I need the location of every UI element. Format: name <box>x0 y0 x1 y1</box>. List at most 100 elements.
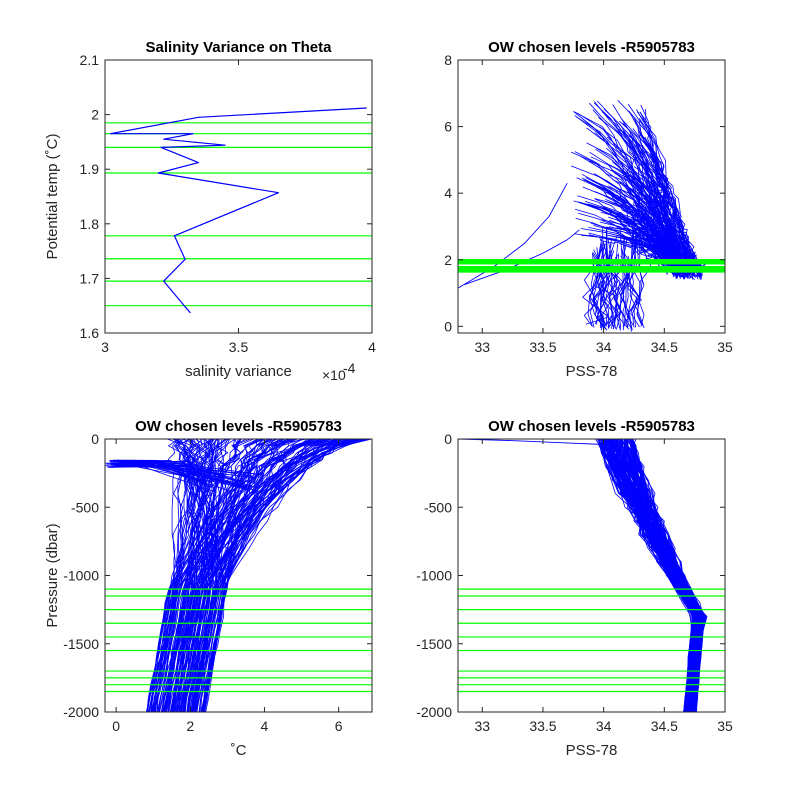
x-axis-label: PSS-78 <box>566 363 618 380</box>
panel-title: Salinity Variance on Theta <box>146 39 333 56</box>
y-tick-label: -1000 <box>63 568 99 584</box>
y-tick-label: 6 <box>444 119 452 135</box>
x-tick-label: 3.5 <box>229 339 249 355</box>
temp-profile <box>163 439 312 712</box>
x-tick-label: 34.5 <box>651 718 678 734</box>
temp-profile <box>179 439 214 712</box>
temp-profile <box>157 439 191 712</box>
data-layer <box>458 439 725 712</box>
y-tick-label: -1500 <box>416 636 452 652</box>
temp-profile <box>186 439 312 712</box>
x-exponent-power: -4 <box>343 360 356 376</box>
x-tick-label: 2 <box>186 718 194 734</box>
panel-title: OW chosen levels -R5905783 <box>135 418 342 435</box>
temp-profile <box>203 439 364 712</box>
data-layer <box>105 107 372 314</box>
x-tick-label: 34 <box>596 339 612 355</box>
x-axis-label: PSS-78 <box>566 742 618 759</box>
salinity-profile <box>612 439 705 712</box>
surface-profile <box>119 462 257 479</box>
x-tick-label: 33.5 <box>529 718 556 734</box>
ts-profile-low <box>593 244 611 329</box>
axes-frame <box>457 59 726 334</box>
x-tick-label: 6 <box>335 718 343 734</box>
surface-profile <box>112 460 232 480</box>
x-tick-label: 33 <box>474 718 490 734</box>
temp-profile <box>147 439 262 712</box>
x-tick-label: 4 <box>368 339 376 355</box>
temp-profile <box>170 439 308 712</box>
x-tick-label: 34.5 <box>651 339 678 355</box>
y-tick-label: 0 <box>91 431 99 447</box>
ts-profile <box>622 170 702 273</box>
y-axis-label: Potential temp (˚C) <box>44 134 61 260</box>
y-tick-label: 2 <box>444 252 452 268</box>
temp-profile <box>203 439 323 712</box>
y-tick-label: 1.8 <box>80 216 100 232</box>
y-tick-label: -2000 <box>416 704 452 720</box>
temp-profile <box>150 439 290 712</box>
surface-profile <box>113 459 207 476</box>
y-tick-label: -500 <box>71 499 99 515</box>
panel-4: 33 33.5 34 34.5 35 -2000 -1500 -1000 -500 0 OW cho… <box>416 418 733 759</box>
temp-profile <box>168 439 268 712</box>
y-tick-label: -500 <box>424 499 452 515</box>
x-tick-label: 33.5 <box>529 339 556 355</box>
salinity-profile <box>624 439 702 712</box>
salinity-profile <box>620 439 698 712</box>
panel-3: 0 2 4 6 -2000 -1500 -1000 -500 0 OW chosen levels… <box>44 418 373 759</box>
surface-profile <box>117 459 217 493</box>
salinity-profile <box>613 439 704 712</box>
ts-profile-low <box>627 229 635 328</box>
ts-profile <box>591 180 691 266</box>
temp-profile <box>191 439 310 712</box>
y-tick-label: 2.1 <box>80 52 100 68</box>
temp-profile <box>187 439 219 712</box>
y-tick-label: 2 <box>91 107 99 123</box>
ts-profile <box>573 111 698 274</box>
temp-profile <box>184 439 238 712</box>
temp-profile <box>205 439 269 712</box>
ts-profile <box>636 111 698 269</box>
y-tick-label: -1500 <box>63 636 99 652</box>
x-axis-label: ˚C <box>231 742 247 759</box>
temp-profile <box>146 439 289 712</box>
salinity-profile <box>598 439 703 712</box>
surface-profile <box>110 463 210 488</box>
x-tick-label: 35 <box>717 339 733 355</box>
y-tick-label: 8 <box>444 52 452 68</box>
y-tick-label: -2000 <box>63 704 99 720</box>
x-tick-label: 35 <box>717 718 733 734</box>
stray-profile <box>463 229 580 286</box>
x-tick-label: 34 <box>596 718 612 734</box>
ts-profile <box>577 113 686 280</box>
temp-profile <box>153 439 237 712</box>
ts-profile <box>616 127 702 278</box>
x-tick-label: 4 <box>261 718 269 734</box>
temp-profile <box>190 439 337 712</box>
y-tick-label: 1.6 <box>80 325 100 341</box>
panel-title: OW chosen levels -R5905783 <box>488 39 695 56</box>
y-tick-label: 0 <box>444 318 452 334</box>
y-tick-label: -1000 <box>416 568 452 584</box>
panel-title: OW chosen levels -R5905783 <box>488 418 695 435</box>
temp-profile <box>180 439 302 712</box>
ts-profile <box>629 145 685 278</box>
ts-profile <box>593 101 681 274</box>
temp-profile <box>181 439 355 712</box>
ts-profile <box>625 130 699 271</box>
salinity-profile <box>604 439 699 712</box>
temp-profile <box>164 439 284 712</box>
temp-profile <box>173 439 198 712</box>
y-tick-label: 4 <box>444 185 452 201</box>
temp-profile <box>177 439 303 712</box>
salinity-profile <box>613 439 696 712</box>
data-layer <box>458 100 725 332</box>
temp-profile <box>192 439 344 712</box>
panel-1: 3 3.5 4 1.6 1.7 1.8 1.9 2 2.1 Salinity Variance o… <box>44 39 376 383</box>
temp-profile <box>184 439 322 712</box>
ts-profile-low <box>619 237 632 332</box>
x-tick-label: 0 <box>112 718 120 734</box>
y-axis-label: Pressure (dbar) <box>44 523 61 627</box>
